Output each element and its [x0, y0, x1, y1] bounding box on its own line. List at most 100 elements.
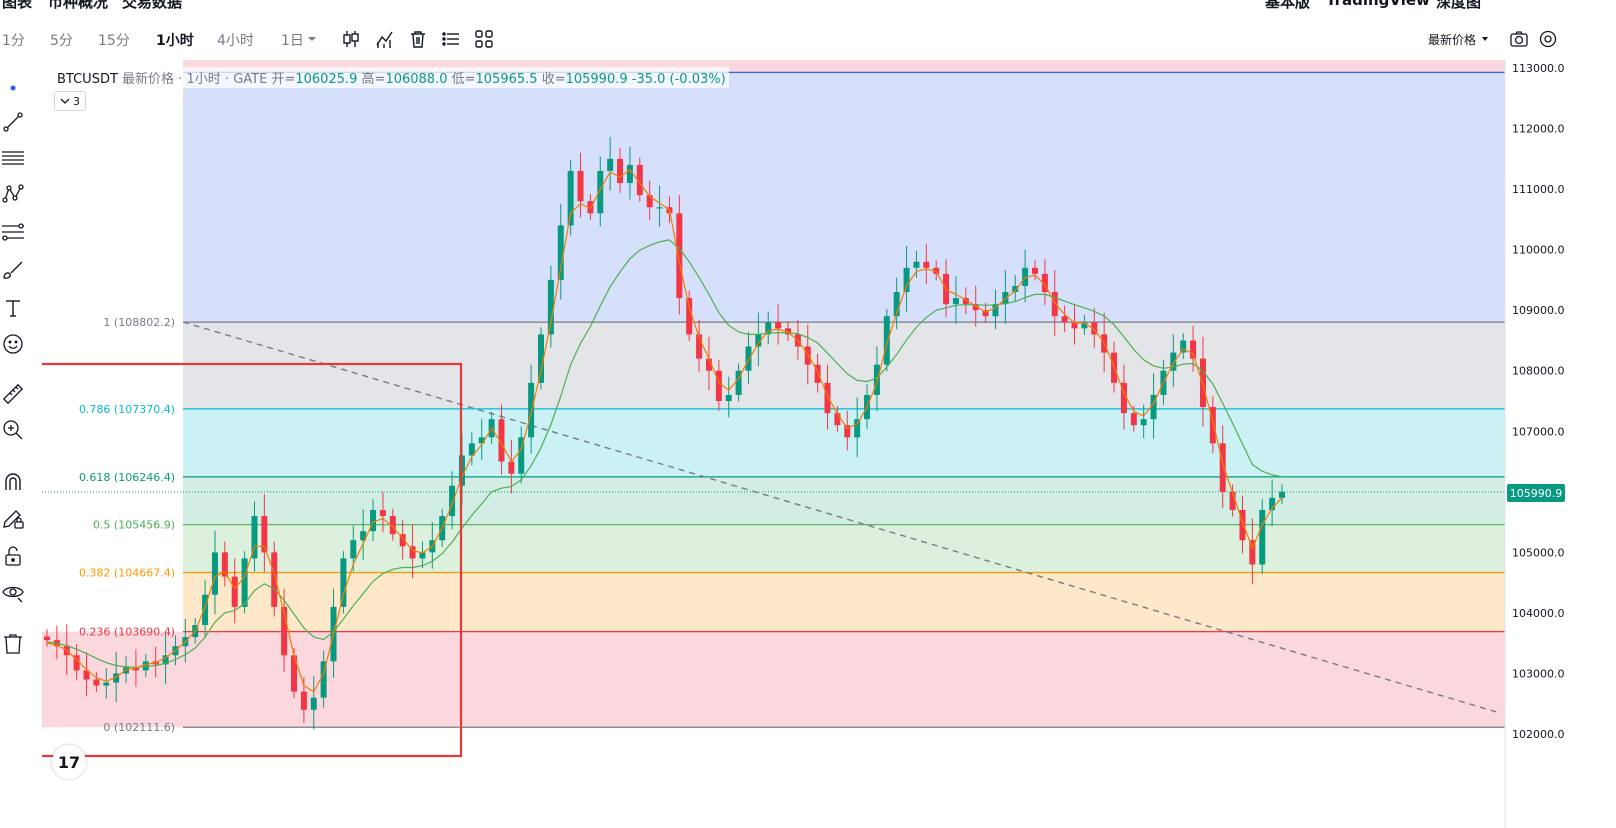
tab-chart[interactable]: 图表: [2, 0, 33, 11]
fib-zone-0.618: [183, 476, 1505, 525]
chevron-down-icon[interactable]: [306, 31, 318, 47]
candle-body: [340, 558, 347, 607]
candle-body: [1120, 382, 1127, 414]
indicator-icon[interactable]: [374, 28, 396, 50]
fib-zone-left-extension: [42, 631, 183, 728]
timeframe-5m[interactable]: 5分: [50, 33, 73, 49]
brush-icon[interactable]: [1, 258, 25, 282]
fib-zone-0.236: [183, 631, 1505, 728]
price-tick: 104000.0: [1512, 607, 1565, 620]
candle-body: [1061, 316, 1068, 323]
candle-body: [389, 516, 396, 535]
candle-body: [686, 298, 693, 335]
eye-icon[interactable]: [1, 580, 25, 604]
candle-body: [676, 213, 683, 299]
legend-symbol[interactable]: BTCUSDT: [57, 72, 118, 87]
lock-draw-icon[interactable]: [1, 506, 25, 530]
current-price-tag: 105990.9: [1507, 484, 1565, 502]
candle-body: [231, 576, 238, 607]
fib-label-0.786: 0.786 (107370.4): [79, 403, 175, 416]
tab-tradingview[interactable]: TradingView: [1326, 0, 1430, 9]
lock-icon[interactable]: [1, 544, 25, 568]
crosshair-icon[interactable]: [1, 76, 25, 100]
candle-body: [1239, 509, 1246, 541]
candle-body: [636, 164, 643, 196]
candle-body: [557, 225, 564, 280]
list-icon[interactable]: [440, 28, 462, 50]
price-axis: [1505, 60, 1616, 828]
ruler-icon[interactable]: [1, 382, 25, 406]
candle-body: [893, 292, 900, 317]
candle-body: [73, 655, 80, 671]
candle-body: [508, 461, 515, 474]
candle-body: [211, 552, 218, 595]
candle-body: [399, 534, 406, 547]
candle-body: [409, 546, 416, 559]
emoji-icon[interactable]: [1, 332, 25, 356]
candle-body: [291, 655, 297, 692]
fib-icon[interactable]: [1, 220, 25, 244]
price-tick: 110000.0: [1512, 244, 1565, 257]
candle-body: [449, 485, 456, 517]
parallel-lines-icon[interactable]: [1, 146, 25, 170]
trash-icon[interactable]: [1, 632, 25, 656]
candle-body: [617, 158, 624, 184]
magnet-icon[interactable]: [1, 470, 25, 494]
trend-line-icon[interactable]: [1, 110, 25, 134]
candle-body: [44, 636, 50, 641]
timeframe-1d[interactable]: 1日: [281, 33, 304, 49]
timeframe-15m[interactable]: 15分: [98, 33, 130, 49]
settings-icon[interactable]: [1537, 28, 1559, 50]
candle-body: [982, 310, 989, 317]
candle-body: [281, 606, 288, 656]
candle-body: [132, 667, 139, 671]
top-tab-bar: 图表 币种概况 交易数据 基本版 TradingView 深度图: [0, 0, 1616, 20]
candle-body: [83, 670, 90, 680]
candle-body: [873, 364, 880, 395]
indicator-toggle[interactable]: 3: [54, 91, 86, 111]
price-tick: 109000.0: [1512, 304, 1565, 317]
candle-body: [350, 540, 357, 559]
candle-body: [271, 552, 278, 607]
candle-body: [725, 394, 732, 401]
candle-body: [360, 531, 367, 541]
delete-icon[interactable]: [407, 28, 429, 50]
candle-body: [113, 673, 120, 683]
ma-fast-line: [46, 168, 1283, 693]
chevron-down-icon[interactable]: [1480, 33, 1490, 45]
tab-basic[interactable]: 基本版: [1265, 0, 1311, 11]
candle-body: [419, 552, 426, 559]
candle-body: [854, 419, 861, 438]
candle-body: [962, 298, 969, 305]
candle-body: [1081, 322, 1088, 329]
timeframe-1m[interactable]: 1分: [2, 33, 25, 49]
ma-slow-line: [46, 239, 1283, 669]
tradingview-logo[interactable]: 17: [52, 745, 86, 779]
candle-body: [765, 322, 772, 335]
layout-grid-icon[interactable]: [473, 28, 495, 50]
timeframe-1h[interactable]: 1小时: [156, 33, 194, 49]
candle-body: [1279, 491, 1285, 498]
price-chart[interactable]: 1 (108802.2) 0.786 (107370.4) 0.618 (10624…: [42, 60, 1616, 828]
zoom-icon[interactable]: [1, 418, 25, 442]
price-tick: 105000.0: [1512, 546, 1565, 559]
candle-body: [320, 661, 327, 698]
timeframe-4h[interactable]: 4小时: [217, 33, 254, 49]
candle-body: [705, 358, 712, 371]
tab-coin-overview[interactable]: 币种概况: [48, 0, 109, 11]
legend-close: 105990.9: [565, 72, 628, 87]
price-tick: 108000.0: [1512, 365, 1565, 378]
candle-body: [972, 304, 979, 311]
camera-icon[interactable]: [1508, 28, 1530, 50]
candlestick-icon[interactable]: [340, 28, 362, 50]
price-tick: 102000.0: [1512, 728, 1565, 741]
candle-body: [785, 328, 791, 335]
candle-body: [607, 158, 614, 171]
tab-depth[interactable]: 深度图: [1436, 0, 1482, 11]
tab-trade-data[interactable]: 交易数据: [122, 0, 183, 11]
pattern-icon[interactable]: [1, 182, 25, 206]
fib-zone-1.618: [183, 72, 1505, 323]
text-icon[interactable]: [1, 296, 25, 320]
chart-area[interactable]: 1 (108802.2) 0.786 (107370.4) 0.618 (10624…: [42, 60, 1616, 828]
price-type-select[interactable]: 最新价格: [1428, 33, 1477, 47]
